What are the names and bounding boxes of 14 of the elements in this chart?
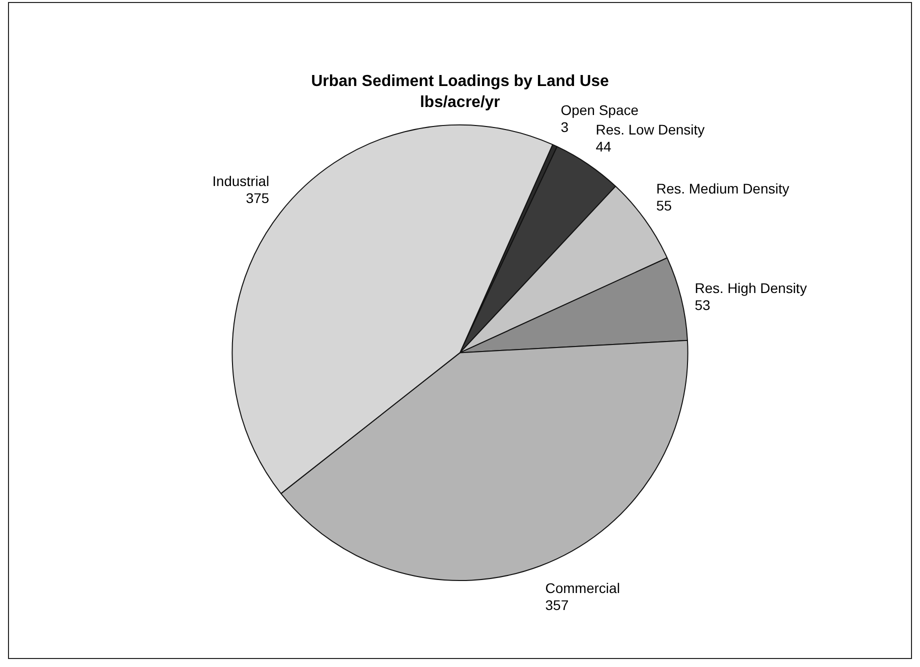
chart-subtitle: lbs/acre/yr xyxy=(420,94,500,112)
slice-label: Industrial xyxy=(212,173,270,190)
slice-label: Commercial xyxy=(545,580,620,596)
slice-label: Res. Low Density xyxy=(596,122,705,138)
chart-title: Urban Sediment Loadings by Land Use xyxy=(311,73,610,90)
data-label: 3 xyxy=(560,118,569,135)
data-label: 44 xyxy=(596,138,612,155)
slice-label: Open Space xyxy=(560,102,639,118)
slice-label: Res. High Density xyxy=(694,280,807,296)
data-label: 53 xyxy=(694,296,711,313)
slice-label: Res. Medium Density xyxy=(656,180,790,196)
data-label: 375 xyxy=(246,190,270,206)
data-label: 357 xyxy=(545,596,569,613)
data-label: 55 xyxy=(656,197,672,214)
